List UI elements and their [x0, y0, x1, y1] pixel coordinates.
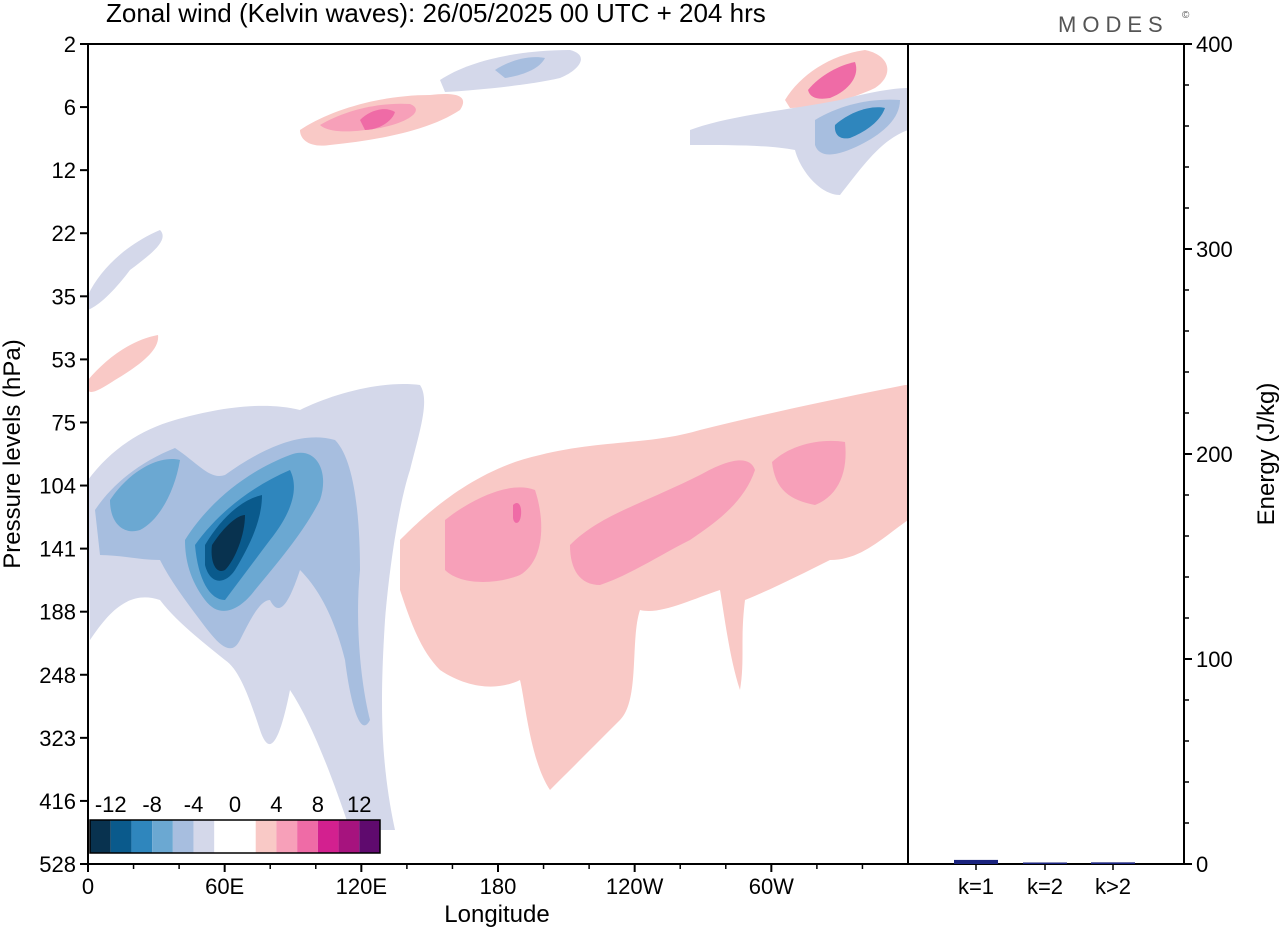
energy-tick-label: 300 [1196, 237, 1233, 262]
colorbar-swatch [276, 820, 298, 853]
colorbar-swatch [235, 820, 256, 853]
colorbar-swatch [152, 820, 173, 853]
y-tick-label: 75 [52, 410, 76, 435]
colorbar: -12 -8 -4 0 4 8 12 [89, 792, 381, 854]
copyright-mark: © [1182, 10, 1190, 21]
y-tick-label: 6 [64, 95, 76, 120]
contour-positive-low-strat [88, 335, 159, 392]
energy-tick-label: 200 [1196, 442, 1233, 467]
energy-bar [954, 859, 998, 864]
x-tick-label: 0 [82, 874, 94, 899]
colorbar-swatch [317, 820, 339, 853]
y-tick-label: 12 [52, 158, 76, 183]
colorbar-label: 8 [312, 792, 324, 817]
contour-positive-mid [570, 460, 755, 585]
colorbar-swatch [193, 820, 215, 853]
energy-bar [1091, 862, 1135, 864]
x-tick-label: 60W [749, 874, 794, 899]
y-tick-label: 141 [39, 537, 76, 562]
energy-panel-frame [907, 43, 1185, 865]
y-tick-label: 104 [39, 474, 76, 499]
energy-category-label: k=1 [958, 874, 994, 899]
x-tick-label: 120E [336, 874, 387, 899]
energy-category-label: k=2 [1027, 874, 1063, 899]
y-tick-label: 188 [39, 600, 76, 625]
contour-field [88, 50, 908, 830]
contour-negative-stronger [110, 459, 180, 532]
y-tick-label: 323 [39, 726, 76, 751]
colorbar-label: -4 [184, 792, 204, 817]
colorbar-swatch [338, 820, 360, 853]
contour-positive-dark [513, 503, 522, 523]
colorbar-label: -8 [142, 792, 162, 817]
y-tick-label: 53 [52, 347, 76, 372]
colorbar-swatch [131, 820, 153, 853]
colorbar-swatch [297, 820, 318, 853]
x-tick-label: 120W [606, 874, 664, 899]
longitude-axis: 0 60E 120E 180 120W 60W [82, 864, 864, 899]
contour-negative-strat-left [88, 230, 163, 310]
colorbar-swatch [172, 820, 194, 853]
colorbar-swatch [110, 820, 132, 853]
x-tick-label: 60E [205, 874, 244, 899]
contour-positive-mid [772, 440, 846, 505]
colorbar-label: 12 [347, 792, 371, 817]
pressure-axis: 2 6 12 22 35 53 75 104 141 188 248 323 416 528 [39, 32, 88, 877]
energy-axis: 0 100 200 300 400 [1184, 32, 1233, 877]
energy-tick-label: 0 [1196, 852, 1208, 877]
x-tick-label: 180 [480, 874, 517, 899]
energy-tick-label: 100 [1196, 647, 1233, 672]
y-tick-label: 528 [39, 852, 76, 877]
contour-negative-upper-mid [495, 57, 545, 78]
colorbar-label: 4 [270, 792, 282, 817]
colorbar-label: -12 [95, 792, 127, 817]
energy-bar [1023, 862, 1067, 864]
colorbar-frame [89, 819, 381, 854]
y-tick-label: 248 [39, 663, 76, 688]
contour-negative-upper-right-dark [834, 107, 885, 139]
contour-negative-darkest [211, 515, 245, 571]
energy-tick-label: 400 [1196, 32, 1233, 57]
contour-positive-upper-right-mid [808, 62, 857, 99]
energy-bars: k=1 k=2 k>2 [954, 859, 1135, 899]
modes-logo: MODES [1058, 12, 1169, 37]
energy-category-label: k>2 [1095, 874, 1131, 899]
colorbar-swatch [214, 820, 235, 853]
colorbar-swatch [255, 820, 277, 853]
y-tick-label: 2 [64, 32, 76, 57]
x-axis-label: Longitude [444, 901, 549, 928]
y-tick-label: 416 [39, 789, 76, 814]
colorbar-swatch [359, 820, 380, 853]
energy-axis-label: Energy (J/kg) [1253, 383, 1280, 526]
colorbar-swatch [90, 820, 111, 853]
y-tick-label: 35 [52, 284, 76, 309]
y-axis-label: Pressure levels (hPa) [0, 339, 26, 568]
chart-title: Zonal wind (Kelvin waves): 26/05/2025 00… [106, 0, 766, 28]
contour-positive-upper-dark [360, 109, 395, 130]
y-tick-label: 22 [52, 221, 76, 246]
colorbar-label: 0 [229, 792, 241, 817]
